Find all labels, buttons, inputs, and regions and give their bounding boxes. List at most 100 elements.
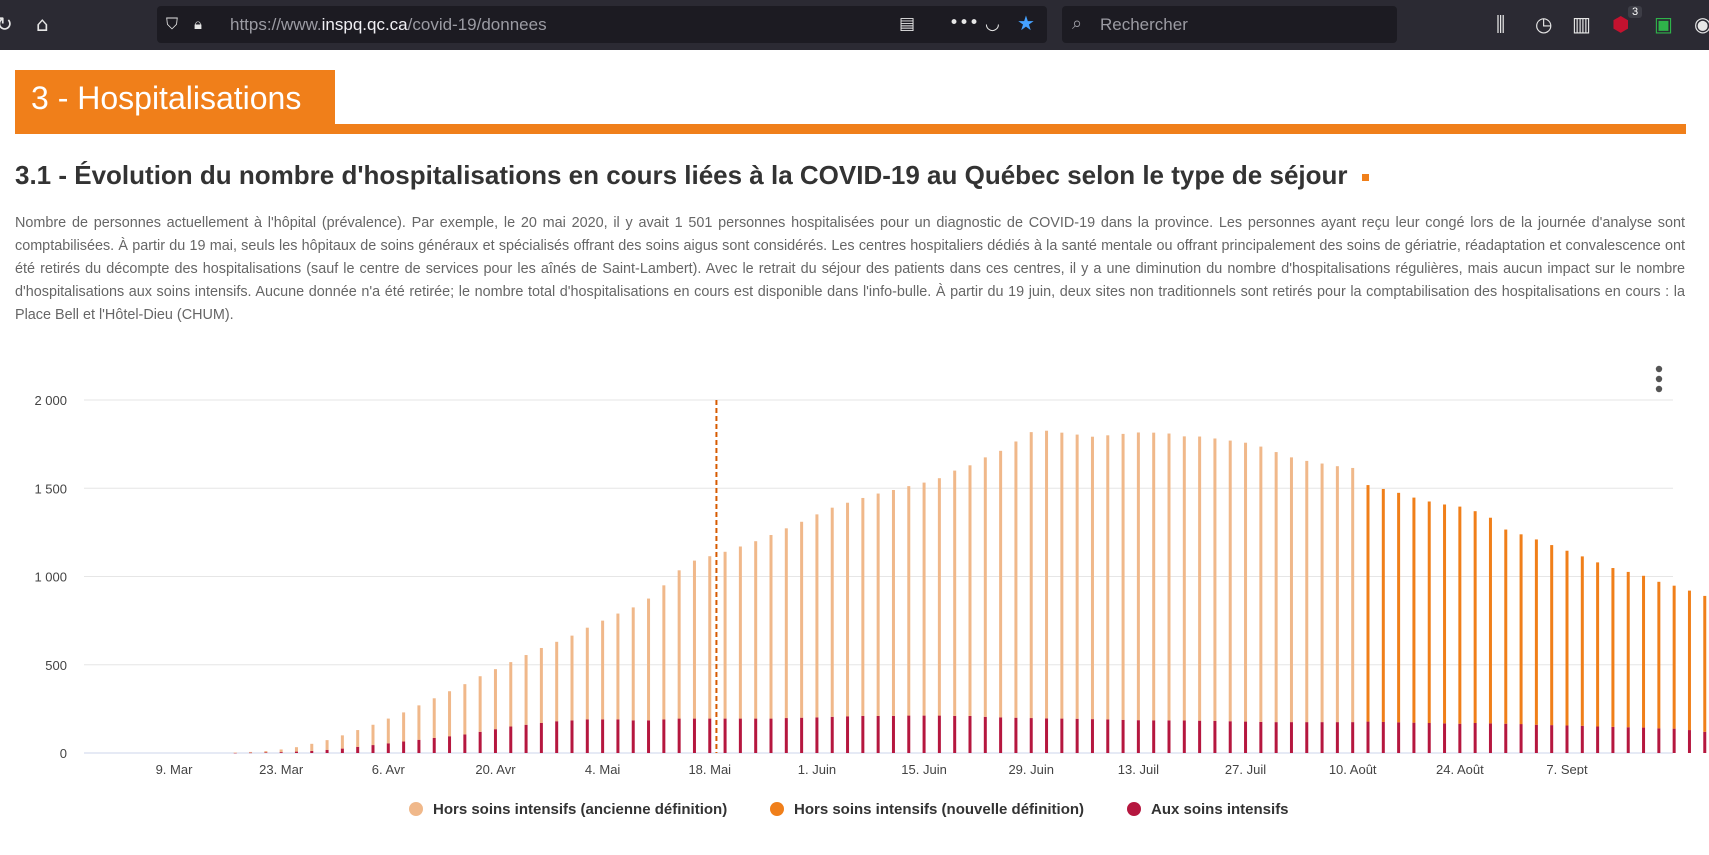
bar-intensifs: [937, 715, 941, 753]
library-icon[interactable]: ⫼: [1496, 12, 1506, 36]
browser-toolbar: ↻ ⌂ ⛉ 🔒︎ https://www.inspq.qc.ca/covid-1…: [0, 0, 1709, 50]
bar-ancienne: [999, 450, 1003, 718]
bar-ancienne: [1014, 441, 1018, 718]
bar-ancienne: [1182, 436, 1186, 721]
bar-intensifs: [448, 736, 452, 753]
bar-ancienne: [264, 751, 268, 753]
bar-intensifs: [1504, 723, 1508, 753]
bar-intensifs: [953, 715, 957, 753]
bar-ancienne: [815, 514, 819, 718]
ublock-icon[interactable]: ⬢: [1612, 12, 1630, 36]
bookmark-addon-icon[interactable]: ▣: [1654, 12, 1673, 36]
bar-ancienne: [1289, 457, 1293, 723]
legend-item-ancienne[interactable]: Hors soins intensifs (ancienne définitio…: [409, 801, 727, 818]
chart-menu-icon[interactable]: [1652, 365, 1666, 393]
bar-ancienne: [463, 684, 467, 735]
account-icon[interactable]: ◉: [1694, 12, 1709, 36]
x-tick-label: 7. Sept: [1546, 762, 1588, 775]
page-actions-icon[interactable]: •••: [949, 13, 980, 33]
x-tick-label: 20. Avr: [475, 762, 516, 775]
bar-intensifs: [1335, 722, 1339, 753]
pocket-icon[interactable]: ◡: [985, 14, 1000, 34]
bar-intensifs: [1580, 725, 1584, 753]
bar-intensifs: [1029, 718, 1033, 753]
bar-intensifs: [1412, 722, 1416, 753]
bar-intensifs: [1565, 725, 1569, 753]
bar-intensifs: [1642, 727, 1646, 753]
bar-nouvelle: [1381, 488, 1385, 722]
bar-intensifs: [340, 748, 344, 753]
bar-ancienne: [1244, 442, 1248, 722]
legend-item-intensifs[interactable]: Aux soins intensifs: [1127, 801, 1289, 818]
bar-intensifs: [1381, 721, 1385, 753]
bar-nouvelle: [1488, 517, 1492, 724]
bar-ancienne: [968, 465, 972, 716]
bar-intensifs: [1397, 722, 1401, 753]
bar-ancienne: [738, 546, 742, 719]
chart-title: 3.1 - Évolution du nombre d'hospitalisat…: [15, 160, 1369, 191]
legend-dot-ancienne: [409, 802, 423, 816]
sidebar-icon[interactable]: ▥: [1572, 12, 1591, 36]
bar-nouvelle: [1427, 501, 1431, 723]
home-icon[interactable]: ⌂: [36, 12, 49, 36]
bar-ancienne: [754, 541, 758, 719]
bar-ancienne: [1090, 436, 1094, 720]
search-bar[interactable]: ⌕ Rechercher: [1062, 6, 1397, 43]
x-tick-label: 15. Juin: [901, 762, 947, 775]
bar-intensifs: [815, 717, 819, 753]
bar-intensifs: [968, 715, 972, 753]
tracking-shield-icon[interactable]: ⛉: [166, 14, 179, 33]
bar-intensifs: [555, 721, 559, 753]
bar-ancienne: [310, 743, 314, 751]
section-title: 3 - Hospitalisations: [31, 80, 302, 116]
bar-intensifs: [1488, 723, 1492, 753]
bar-ancienne: [907, 486, 911, 716]
bar-intensifs: [631, 720, 635, 753]
bar-intensifs: [1136, 720, 1140, 753]
bar-ancienne: [1335, 466, 1339, 723]
reader-view-icon[interactable]: ▤: [899, 14, 916, 34]
bar-ancienne: [1106, 435, 1110, 720]
bar-intensifs: [402, 741, 406, 753]
bar-intensifs: [1198, 720, 1202, 753]
bar-intensifs: [907, 715, 911, 753]
bar-ancienne: [478, 676, 482, 732]
bar-intensifs: [1090, 719, 1094, 753]
bar-ancienne: [1259, 446, 1263, 722]
bar-ancienne: [1198, 436, 1202, 721]
bar-intensifs: [1703, 731, 1707, 753]
section-rule: [15, 124, 1686, 134]
bookmark-star-icon[interactable]: ★: [1017, 11, 1035, 35]
bar-intensifs: [1152, 720, 1156, 753]
url-text[interactable]: https://www.inspq.qc.ca/covid-19/donnees: [230, 15, 547, 34]
bar-ancienne: [631, 607, 635, 721]
lock-icon[interactable]: 🔒︎: [194, 15, 202, 33]
bar-ancienne: [723, 551, 727, 719]
url-bar[interactable]: ⛉ 🔒︎ https://www.inspq.qc.ca/covid-19/do…: [157, 6, 1047, 43]
bar-ancienne: [371, 724, 375, 746]
bar-nouvelle: [1687, 590, 1691, 731]
bar-intensifs: [723, 718, 727, 753]
bar-intensifs: [647, 720, 651, 753]
bar-intensifs: [1626, 727, 1630, 753]
bar-intensifs: [371, 745, 375, 753]
bar-intensifs: [876, 715, 880, 753]
bar-ancienne: [953, 470, 957, 716]
bar-nouvelle: [1611, 568, 1615, 727]
bar-intensifs: [1167, 720, 1171, 753]
bar-intensifs: [1596, 726, 1600, 753]
reload-icon[interactable]: ↻: [0, 12, 13, 36]
bar-intensifs: [1519, 724, 1523, 753]
bar-intensifs: [1182, 720, 1186, 753]
bar-ancienne: [922, 482, 926, 716]
bar-ancienne: [677, 570, 681, 719]
bar-ancienne: [861, 497, 865, 716]
bar-intensifs: [1672, 728, 1676, 753]
bar-ancienne: [846, 502, 850, 717]
bar-nouvelle: [1626, 571, 1630, 728]
bar-intensifs: [999, 717, 1003, 753]
bar-ancienne: [585, 627, 589, 720]
legend-item-nouvelle[interactable]: Hors soins intensifs (nouvelle définitio…: [770, 801, 1084, 818]
bar-ancienne: [432, 698, 436, 738]
history-icon[interactable]: ◷: [1535, 12, 1553, 36]
